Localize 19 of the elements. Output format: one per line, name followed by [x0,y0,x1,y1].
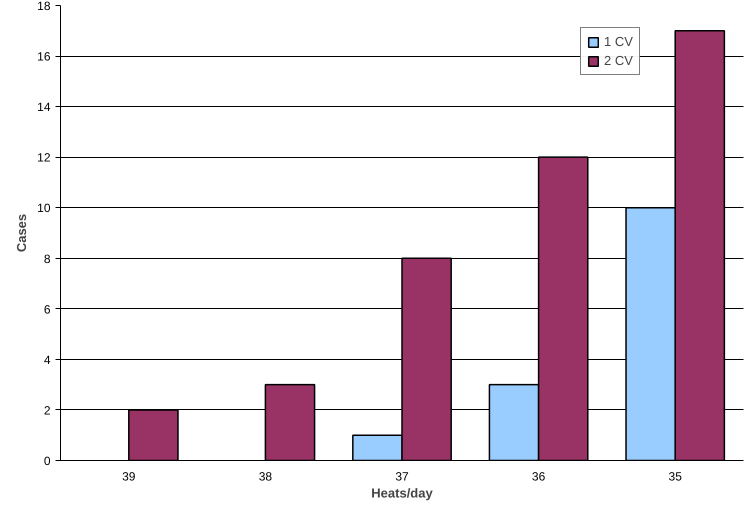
x-tick-label: 35 [668,470,682,484]
x-tick-label: 38 [258,470,272,484]
y-axis-title: Cases [14,214,30,252]
y-tick-label: 6 [44,302,51,316]
y-tick-label: 2 [44,403,51,418]
y-tick-label: 0 [44,454,51,468]
x-axis-title: Heats/day [371,486,434,500]
legend-label: 1 CV [604,34,633,49]
y-tick-label: 12 [37,150,51,165]
y-tick-label: 10 [37,201,51,216]
y-tick-label: 14 [37,100,51,114]
x-tick-label: 36 [532,470,546,484]
y-tick-label: 18 [37,0,51,13]
y-tick-label: 16 [37,50,51,64]
x-tick-label: 39 [122,470,136,484]
legend-label: 2 CV [604,53,633,68]
y-tick-label: 4 [44,352,51,367]
x-tick-label: 37 [395,470,409,484]
y-tick-label: 8 [44,252,51,266]
